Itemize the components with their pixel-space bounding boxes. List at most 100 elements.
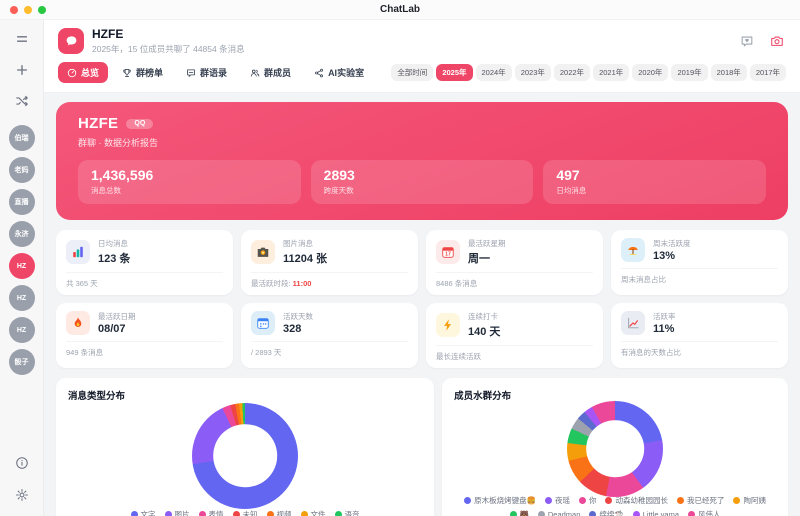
stat-card-footer: / 2893 天 <box>251 348 282 358</box>
camera-photo-icon <box>251 240 275 265</box>
year-filter[interactable]: 2017年 <box>749 64 786 82</box>
flame-icon <box>66 311 90 336</box>
stat-card-text: 活跃率 11% <box>653 311 676 335</box>
sidebar: 伯瑞老妈直播永济 HZ HZ HZ 骰子 <box>0 20 44 516</box>
tab-quote-bubble[interactable]: 群语录 <box>177 62 236 83</box>
members-icon <box>250 68 260 78</box>
group-titles: HZFE 2025年，15 位成员共聊了 44854 条消息 <box>92 27 245 55</box>
legend-item[interactable]: 原木板烧烤键盘🍔 <box>464 495 536 506</box>
banner-stat-label: 跨度天数 <box>323 186 354 196</box>
stat-card-footer: 8486 条消息 <box>436 279 478 289</box>
year-filter[interactable]: 2022年 <box>553 64 591 82</box>
stat-card-text: 最活跃日期 08/07 <box>98 311 136 335</box>
stat-card-value: 328 <box>283 323 302 336</box>
heart-bubble-icon[interactable] <box>738 32 756 50</box>
legend-item[interactable]: 表情 <box>198 509 224 516</box>
legend-item[interactable]: 你 <box>578 495 596 506</box>
legend-item[interactable]: 陶阿姨 <box>733 495 766 506</box>
legend-item[interactable]: 视频 <box>266 509 292 516</box>
tab-lab[interactable]: AI实验室 <box>305 62 373 83</box>
year-filter[interactable]: 全部时间 <box>391 64 434 82</box>
sidebar-group-avatar[interactable]: 永济 <box>8 221 35 247</box>
stat-card-text: 最活跃星期 周一 <box>468 238 506 266</box>
hamburger-menu-icon[interactable] <box>11 28 33 50</box>
tab-trophy[interactable]: 群榜单 <box>113 62 172 83</box>
sidebar-group-avatar[interactable]: 直播 <box>8 189 35 215</box>
legend-item[interactable]: 绵绵🦈 <box>589 509 624 516</box>
chart-row: 消息类型分布 文字 图片 表情 未知 视频 文件 语音 成员水群分布 <box>56 378 788 516</box>
year-filter[interactable]: 2020年 <box>632 64 669 82</box>
gear-icon[interactable] <box>11 484 33 506</box>
sidebar-avatar-list: 伯瑞老妈直播永济 HZ HZ HZ 骰子 <box>8 125 35 375</box>
close-button[interactable] <box>10 6 18 14</box>
year-filter[interactable]: 2023年 <box>514 64 551 82</box>
lightning-icon <box>436 313 460 338</box>
banner-stat: 2893 跨度天数 <box>310 160 534 205</box>
year-filter[interactable]: 2024年 <box>475 64 512 82</box>
sidebar-group-avatar[interactable]: HZ <box>8 317 35 343</box>
legend-item[interactable]: 我已经死了 <box>676 495 724 506</box>
message-type-legend: 文字 图片 表情 未知 视频 文件 语音 <box>68 509 422 516</box>
legend-item[interactable]: Deadman <box>537 509 580 516</box>
svg-text:17: 17 <box>445 252 451 258</box>
legend-dot <box>300 511 308 516</box>
platform-badge: QQ <box>126 118 154 129</box>
legend-label: 文件 <box>310 510 326 516</box>
sidebar-group-avatar[interactable]: HZ <box>8 285 35 311</box>
legend-item[interactable]: 图片 <box>164 509 190 516</box>
legend-dot <box>509 511 517 516</box>
legend-item[interactable]: 文字 <box>130 509 156 516</box>
legend-dot <box>605 497 613 505</box>
legend-item[interactable]: 未知 <box>232 509 258 516</box>
stat-card: 图片消息 11204 张最活跃时段: 11:00 <box>241 230 418 296</box>
legend-item[interactable]: 文件 <box>300 509 326 516</box>
year-filter[interactable]: 2025年 <box>436 64 473 82</box>
window-title: ChatLab <box>380 4 420 15</box>
legend-item[interactable]: 动森幼稚园园长 <box>605 495 668 506</box>
stat-card-value: 123 条 <box>98 253 131 266</box>
legend-item[interactable]: 夜瑶 <box>544 495 570 506</box>
info-icon[interactable] <box>11 452 33 474</box>
sidebar-group-avatar[interactable]: 老妈 <box>8 157 35 183</box>
legend-item[interactable]: 风伟人 <box>688 509 721 516</box>
legend-item[interactable]: Little yama <box>632 509 679 516</box>
sidebar-group-avatar[interactable]: HZ <box>8 253 35 279</box>
year-filter[interactable]: 2021年 <box>593 64 630 82</box>
legend-label: 语音 <box>344 510 360 516</box>
zoom-button[interactable] <box>38 6 46 14</box>
minimize-button[interactable] <box>24 6 32 14</box>
stat-card-footer: 周末消息占比 <box>621 275 666 285</box>
legend-dot <box>578 497 586 505</box>
shuffle-icon[interactable] <box>11 90 33 112</box>
legend-label: 文字 <box>140 510 156 516</box>
legend-dot <box>334 511 342 516</box>
year-filter-bar: 全部时间 2025年 2024年 2023年 2022年 2021年 2020年 2019年 2… <box>391 64 786 82</box>
sidebar-group-avatar[interactable]: 伯瑞 <box>8 125 35 151</box>
member-share-chart-card: 成员水群分布 原木板烧烤键盘🍔 夜瑶 你 动森幼稚园园长 我已经死了 陶阿姨 🐻 Deadma… <box>442 378 788 516</box>
sidebar-group-avatar[interactable]: 骰子 <box>8 349 35 375</box>
tab-members[interactable]: 群成员 <box>241 62 300 83</box>
year-filter[interactable]: 2019年 <box>671 64 708 82</box>
donut-hole <box>213 424 277 488</box>
sidebar-top-icons <box>11 28 33 121</box>
legend-item[interactable]: 🐻 <box>509 509 529 516</box>
window-titlebar: ChatLab <box>0 0 800 20</box>
chart-title: 消息类型分布 <box>68 391 126 403</box>
member-share-legend: 原木板烧烤键盘🍔 夜瑶 你 动森幼稚园园长 我已经死了 陶阿姨 🐻 Deadman 绵绵🦈 Lit… <box>454 495 776 516</box>
year-filter[interactable]: 2018年 <box>710 64 747 82</box>
stat-card: 17 最活跃星期 周一 8486 条消息 <box>426 230 603 296</box>
message-type-chart-card: 消息类型分布 文字 图片 表情 未知 视频 文件 语音 <box>56 378 435 516</box>
tab-overview[interactable]: 总览 <box>58 62 109 84</box>
member-share-donut <box>567 400 664 497</box>
page-header: HZFE 2025年，15 位成员共聊了 44854 条消息 总览 群榜单 群语录 群… <box>44 20 800 94</box>
banner-stat-value: 1,436,596 <box>91 167 154 184</box>
stat-card-top: 周末活跃度 13% <box>621 238 778 270</box>
header-actions <box>738 32 786 50</box>
stat-card-text: 连续打卡 140 天 <box>468 311 500 339</box>
plus-icon[interactable] <box>11 59 33 81</box>
banner-stat: 1,436,596 消息总数 <box>78 160 301 205</box>
stat-card-text: 活跃天数 328 <box>283 311 313 335</box>
stat-card: 活跃天数 328 / 2893 天 <box>241 303 418 369</box>
camera-icon[interactable] <box>768 32 786 50</box>
legend-item[interactable]: 语音 <box>334 509 360 516</box>
